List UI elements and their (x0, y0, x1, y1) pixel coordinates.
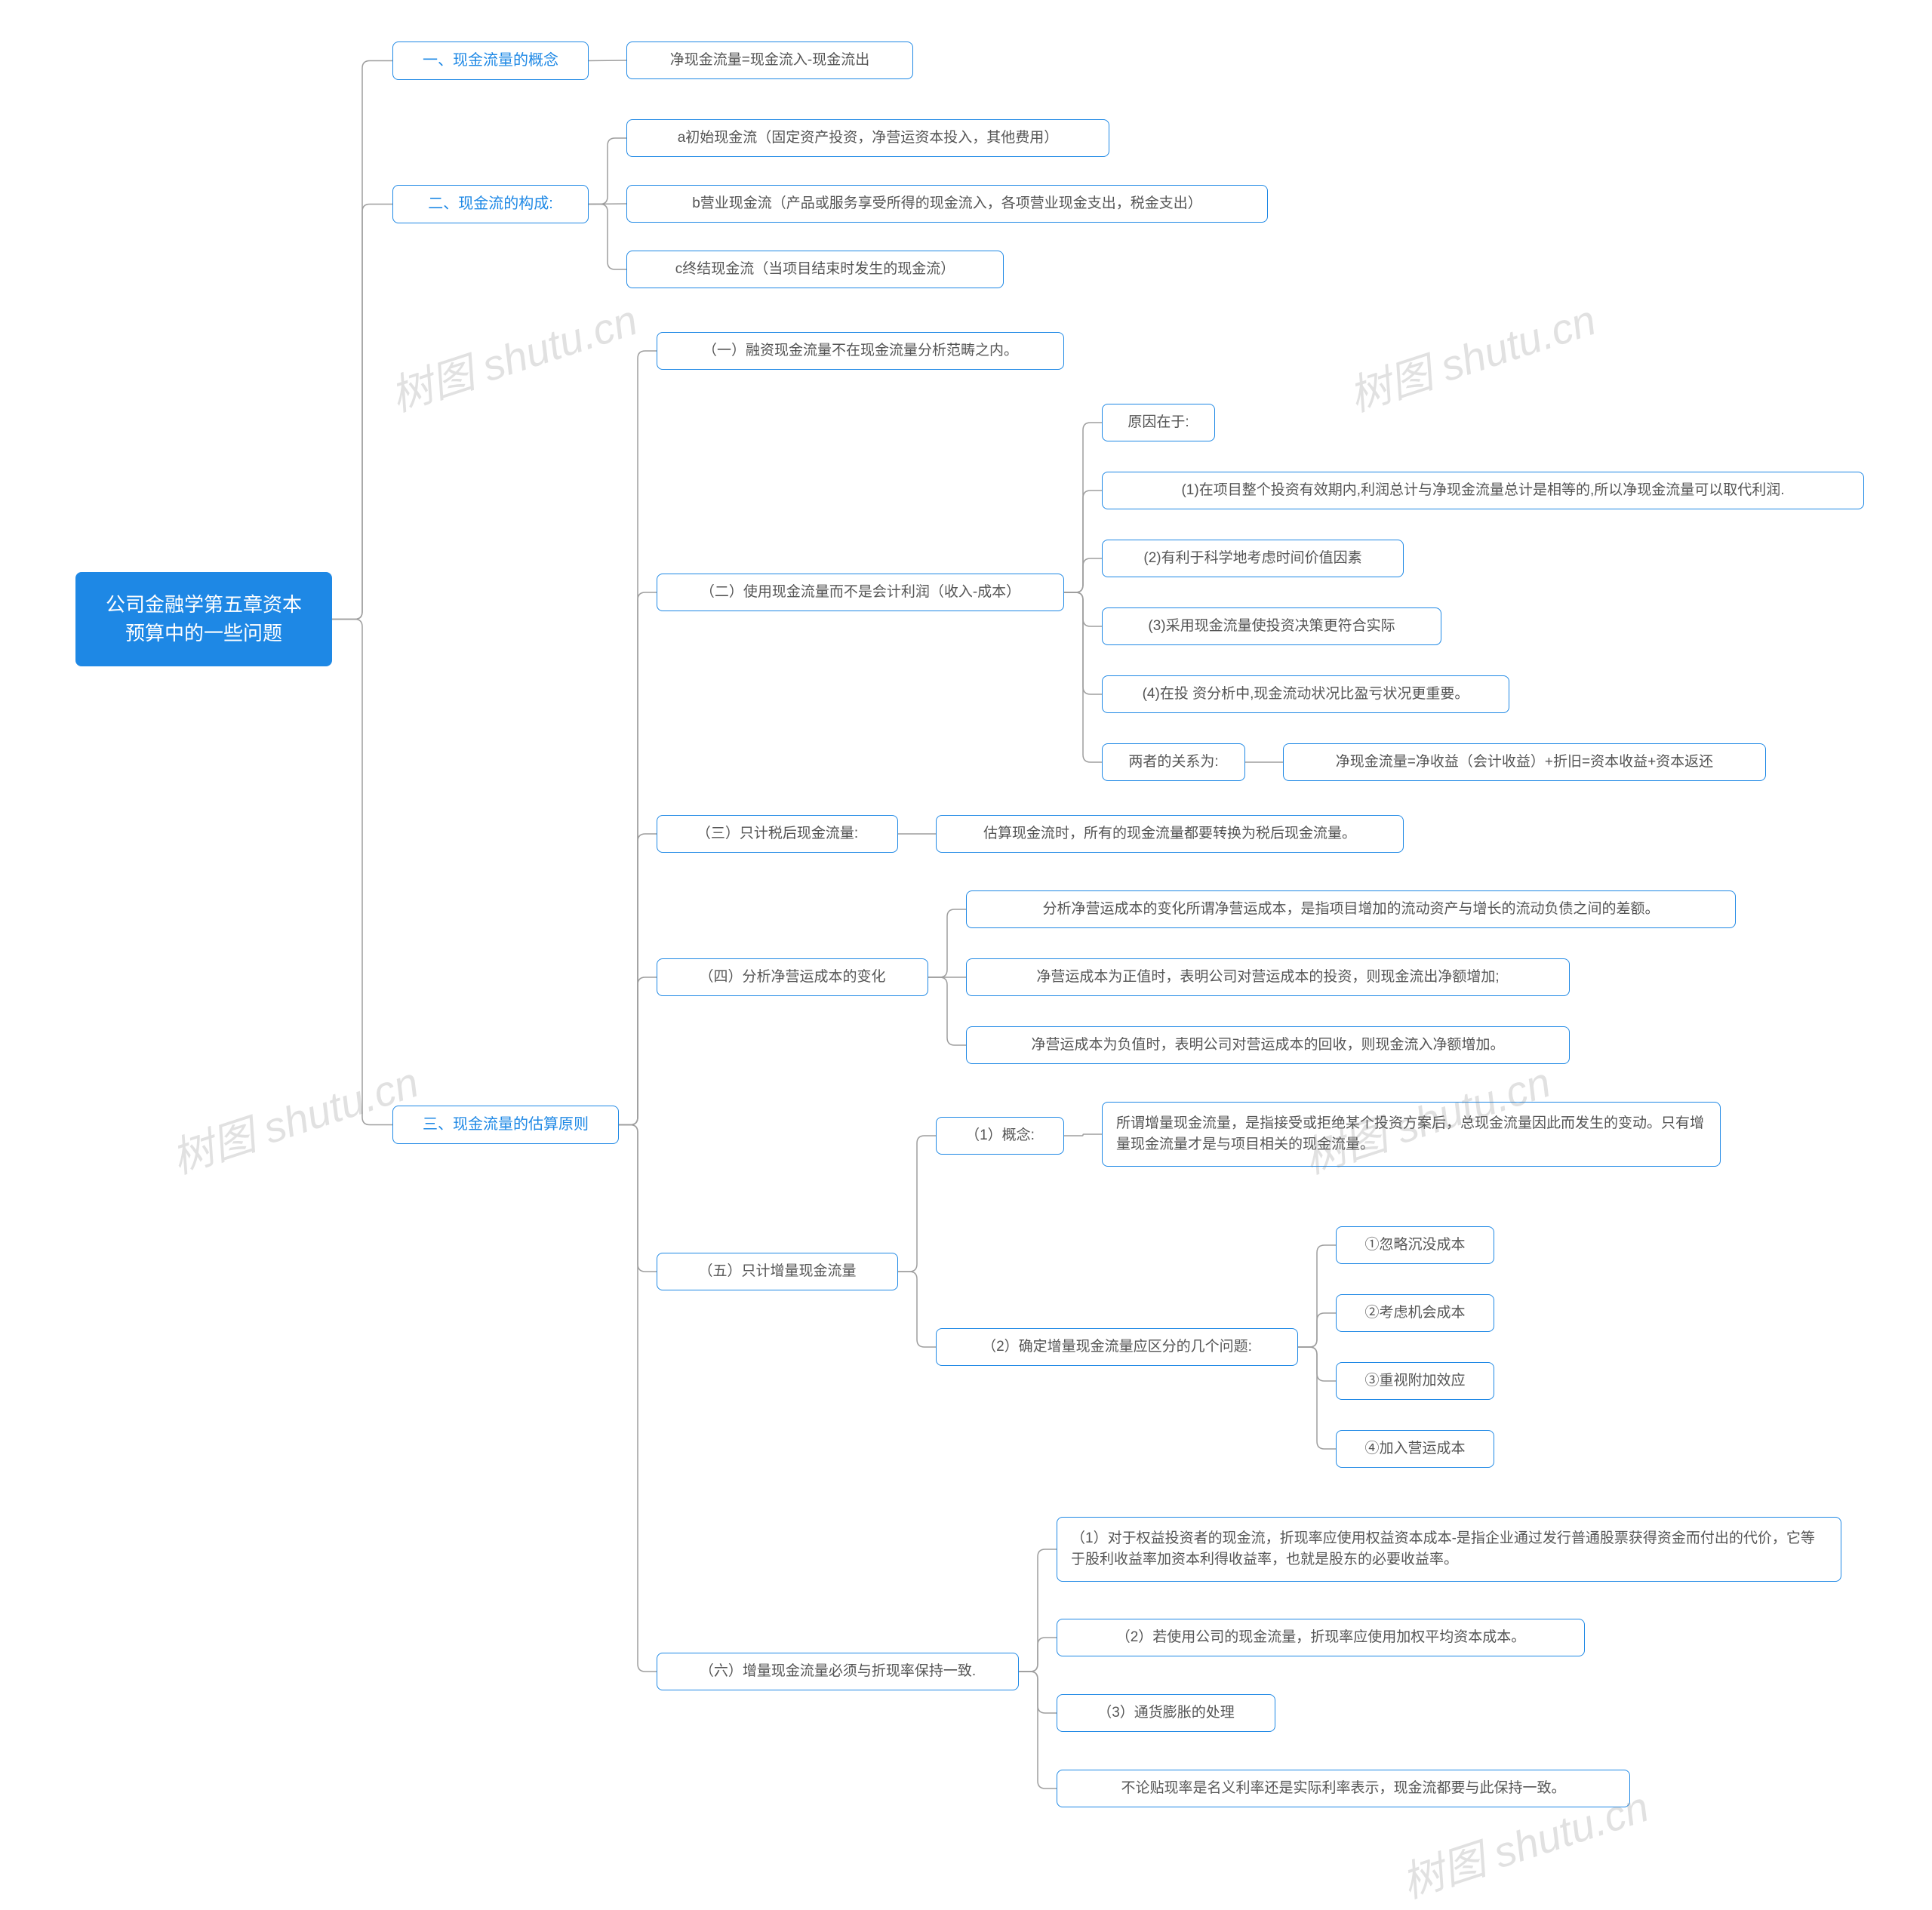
mindmap-node[interactable]: 不论贴现率是名义利率还是实际利率表示，现金流都要与此保持一致。 (1057, 1770, 1630, 1807)
connector (1019, 1672, 1057, 1789)
mindmap-node[interactable]: （五）只计增量现金流量 (657, 1253, 898, 1290)
connector (1019, 1549, 1057, 1672)
mindmap-node[interactable]: b营业现金流（产品或服务享受所得的现金流入，各项营业现金支出，税金支出） (626, 185, 1268, 223)
mindmap-node[interactable]: （三）只计税后现金流量: (657, 815, 898, 853)
connector (1064, 592, 1102, 694)
mindmap-node[interactable]: 估算现金流时，所有的现金流量都要转换为税后现金流量。 (936, 815, 1404, 853)
mindmap-node[interactable]: （四）分析净营运成本的变化 (657, 958, 928, 996)
mindmap-node[interactable]: 三、现金流量的估算原则 (392, 1106, 619, 1144)
mindmap-node[interactable]: a初始现金流（固定资产投资，净营运资本投入，其他费用） (626, 119, 1109, 157)
connector (928, 977, 966, 1045)
mindmap-node[interactable]: (4)在投 资分析中,现金流动状况比盈亏状况更重要。 (1102, 675, 1509, 713)
connector (589, 138, 626, 205)
connector (619, 1125, 657, 1672)
connector (619, 592, 657, 1125)
mindmap-node[interactable]: 原因在于: (1102, 404, 1215, 441)
connector (1298, 1245, 1336, 1347)
mindmap-node[interactable]: 一、现金流量的概念 (392, 42, 589, 80)
root-node[interactable]: 公司金融学第五章资本预算中的一些问题 (75, 572, 332, 666)
connector (898, 1136, 936, 1272)
connector (619, 834, 657, 1125)
mindmap-node[interactable]: (3)采用现金流量使投资决策更符合实际 (1102, 607, 1441, 645)
mindmap-node[interactable]: （2）若使用公司的现金流量，折现率应使用加权平均资本成本。 (1057, 1619, 1585, 1656)
connector (589, 205, 626, 270)
connector (1064, 592, 1102, 762)
watermark: 树图 shutu.cn (163, 1049, 426, 1186)
connector (898, 1272, 936, 1347)
connector (1064, 491, 1102, 592)
mindmap-node[interactable]: 净现金流量=现金流入-现金流出 (626, 42, 913, 79)
mindmap-node[interactable]: （1）对于权益投资者的现金流，折现率应使用权益资本成本-是指企业通过发行普通股票… (1057, 1517, 1841, 1582)
connector (1019, 1672, 1057, 1713)
mindmap-node[interactable]: (1)在项目整个投资有效期内,利润总计与净现金流量总计是相等的,所以净现金流量可… (1102, 472, 1864, 509)
mindmap-node[interactable]: 净营运成本为负值时，表明公司对营运成本的回收，则现金流入净额增加。 (966, 1026, 1570, 1064)
mindmap-node[interactable]: ③重视附加效应 (1336, 1362, 1494, 1400)
mindmap-node[interactable]: 所谓增量现金流量，是指接受或拒绝某个投资方案后，总现金流量因此而发生的变动。只有… (1102, 1102, 1721, 1167)
connector (1298, 1347, 1336, 1381)
mindmap-node[interactable]: 净现金流量=净收益（会计收益）+折旧=资本收益+资本返还 (1283, 743, 1766, 781)
connector (332, 61, 392, 620)
connector (619, 351, 657, 1125)
connector (1064, 1134, 1102, 1136)
connector (1064, 423, 1102, 592)
connector (332, 205, 392, 620)
mindmap-node[interactable]: （一）融资现金流量不在现金流量分析范畴之内。 (657, 332, 1064, 370)
mindmap-node[interactable]: 二、现金流的构成: (392, 185, 589, 223)
mindmap-node[interactable]: 净营运成本为正值时，表明公司对营运成本的投资，则现金流出净额增加; (966, 958, 1570, 996)
connector (1064, 592, 1102, 626)
mindmap-node[interactable]: （二）使用现金流量而不是会计利润（收入-成本） (657, 574, 1064, 611)
connector (1019, 1638, 1057, 1672)
watermark: 树图 shutu.cn (382, 287, 645, 424)
connector (332, 620, 392, 1125)
mindmap-node[interactable]: ④加入营运成本 (1336, 1430, 1494, 1468)
mindmap-node[interactable]: 两者的关系为: (1102, 743, 1245, 781)
connector (928, 909, 966, 977)
connector (1298, 1313, 1336, 1347)
mindmap-node[interactable]: (2)有利于科学地考虑时间价值因素 (1102, 540, 1404, 577)
connector (619, 977, 657, 1125)
mindmap-node[interactable]: c终结现金流（当项目结束时发生的现金流） (626, 251, 1004, 288)
connector (1298, 1347, 1336, 1449)
watermark: 树图 shutu.cn (1340, 287, 1603, 424)
mindmap-node[interactable]: （1）概念: (936, 1117, 1064, 1155)
mindmap-node[interactable]: 分析净营运成本的变化所谓净营运成本，是指项目增加的流动资产与增长的流动负债之间的… (966, 890, 1736, 928)
mindmap-node[interactable]: ②考虑机会成本 (1336, 1294, 1494, 1332)
mindmap-node[interactable]: （3）通货膨胀的处理 (1057, 1694, 1275, 1732)
connector (619, 1125, 657, 1272)
mindmap-node[interactable]: （六）增量现金流量必须与折现率保持一致. (657, 1653, 1019, 1690)
connector (589, 204, 626, 205)
connector (589, 60, 626, 61)
connector (1064, 558, 1102, 592)
mindmap-node[interactable]: （2）确定增量现金流量应区分的几个问题: (936, 1328, 1298, 1366)
mindmap-node[interactable]: ①忽略沉没成本 (1336, 1226, 1494, 1264)
